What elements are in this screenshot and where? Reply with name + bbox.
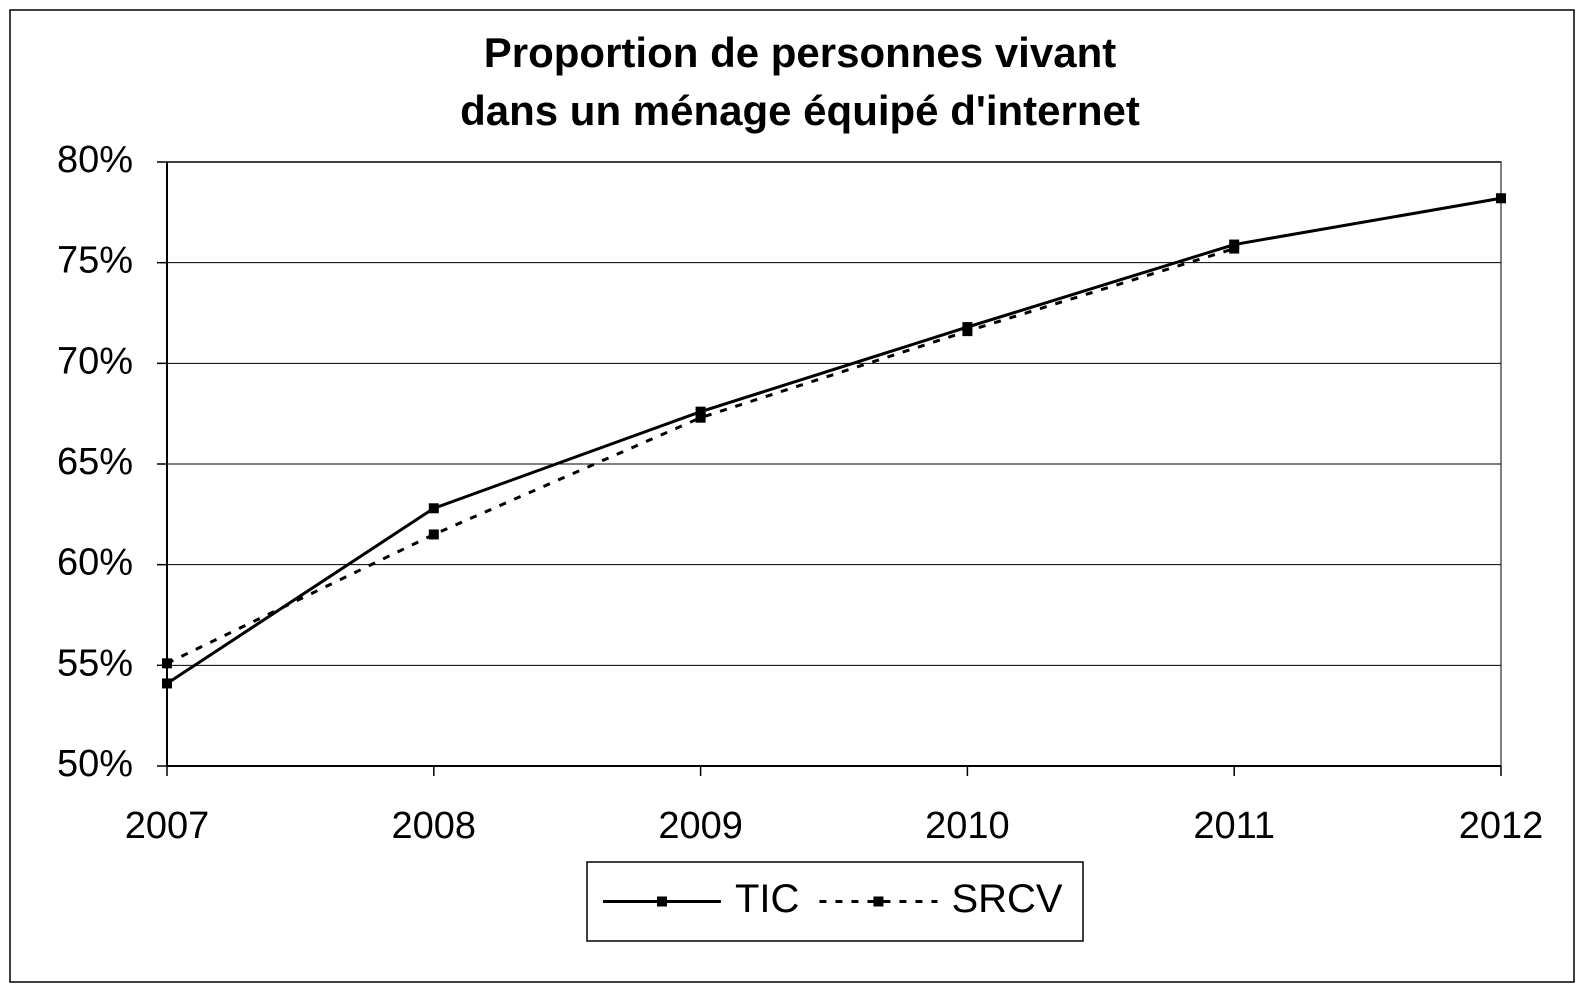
- series-line: [166, 196, 1502, 685]
- series-marker: [962, 326, 973, 337]
- series-marker: [428, 503, 439, 514]
- series-marker: [162, 678, 172, 689]
- legend-label: SRCV: [951, 877, 1062, 921]
- series-marker: [1496, 193, 1506, 204]
- x-tick-label: 2010: [925, 805, 1010, 847]
- series-marker: [428, 529, 439, 540]
- x-tick-label: 2008: [392, 805, 477, 847]
- legend-label: TIC: [735, 877, 799, 921]
- y-tick-label: 80%: [57, 139, 133, 181]
- y-tick-label: 70%: [57, 340, 133, 382]
- x-tick-label: 2011: [1193, 805, 1275, 847]
- chart-title: Proportion de personnes vivant: [484, 29, 1116, 76]
- y-tick-label: 50%: [57, 743, 133, 785]
- y-tick-label: 65%: [57, 441, 133, 483]
- series-marker: [1229, 243, 1240, 254]
- x-tick-label: 2009: [658, 805, 743, 847]
- legend-marker: [657, 896, 667, 907]
- chart-title: dans un ménage équipé d'internet: [460, 87, 1140, 134]
- series-marker: [695, 406, 706, 417]
- y-tick-label: 60%: [57, 542, 133, 584]
- y-tick-label: 75%: [57, 240, 133, 282]
- series-line: [166, 247, 1235, 665]
- x-tick-label: 2007: [125, 805, 210, 847]
- x-tick-label: 2012: [1459, 805, 1544, 847]
- series-marker: [695, 412, 706, 423]
- y-tick-label: 55%: [57, 642, 133, 684]
- legend-marker: [873, 896, 884, 907]
- series-marker: [162, 658, 172, 669]
